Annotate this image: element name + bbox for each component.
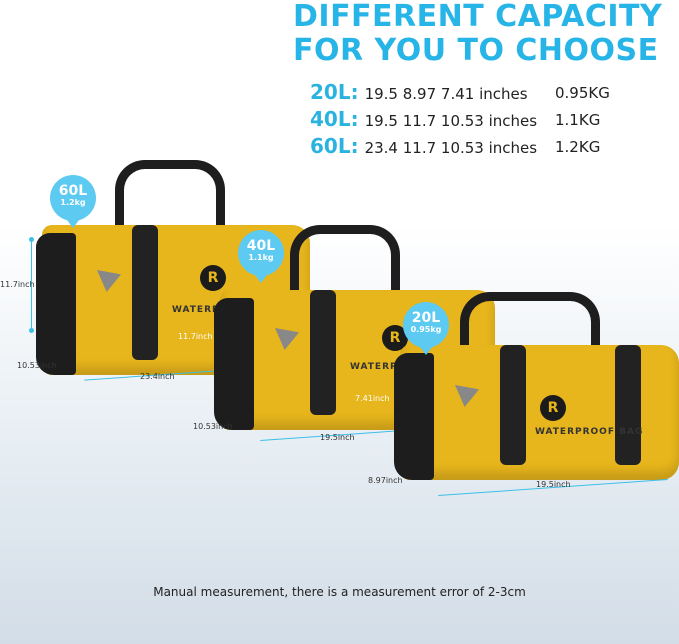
bag-strap [310,290,336,415]
headline-line-2: FOR YOU TO CHOOSE [293,33,659,68]
bubble-weight: 0.95kg [410,325,442,334]
dim-height: 7.41inch [355,394,390,403]
dim-depth: 10.53inch [17,361,57,370]
capacity-bubble-20l: 20L 0.95kg [403,302,449,355]
bubble-weight: 1.1kg [248,253,274,262]
spec-row-60l: 60L: 23.4 11.7 10.53 inches 1.2KG [310,134,600,158]
bag-strap [615,345,641,465]
reflector-icon [275,328,299,350]
spec-capacity: 20L: [310,80,359,104]
spec-weight: 1.1KG [555,111,601,129]
spec-weight: 0.95KG [555,84,610,102]
bag-print: WATERPROOF BAG [535,427,644,437]
bag-handle [290,225,400,305]
bag-endcap [394,353,434,480]
dim-length: 19.5inch [320,433,355,442]
dim-height: 11.7inch [178,332,213,341]
bubble-capacity: 20L [411,310,441,326]
bag-strap [500,345,526,465]
bag-endcap [36,233,76,375]
spec-capacity: 60L: [310,134,359,158]
reflector-icon [97,270,121,292]
spec-row-40l: 40L: 19.5 11.7 10.53 inches 1.1KG [310,107,600,131]
bubble-weight: 1.2kg [60,198,86,207]
spec-dims: 23.4 11.7 10.53 inches [364,139,538,157]
bubble-capacity: 60L [58,183,88,199]
bag-endcap [214,298,254,430]
bag-handle [460,292,600,362]
brand-logo-icon: R [540,395,566,421]
dim-depth: 8.97inch [368,476,403,485]
headline: DIFFERENT CAPACITY FOR YOU TO CHOOSE [293,0,662,68]
spec-dims: 19.5 8.97 7.41 inches [364,85,528,103]
dim-length: 19.5inch [536,480,571,489]
bag-strap [132,225,158,360]
reflector-icon [455,385,479,407]
spec-row-20l: 20L: 19.5 8.97 7.41 inches 0.95KG [310,80,610,104]
dim-height: 11.7inch [0,280,35,289]
dim-depth: 10.53inch [193,422,233,431]
bag-handle [115,160,225,240]
headline-line-1: DIFFERENT CAPACITY [293,0,663,34]
dim-length: 23.4inch [140,372,175,381]
capacity-bubble-60l: 60L 1.2kg [50,175,96,228]
bubble-capacity: 40L [246,238,276,254]
spec-dims: 19.5 11.7 10.53 inches [364,112,538,130]
capacity-bubble-40l: 40L 1.1kg [238,230,284,283]
brand-logo-icon: R [200,265,226,291]
bag-20l: R WATERPROOF BAG [394,345,679,480]
spec-weight: 1.2KG [555,138,601,156]
spec-capacity: 40L: [310,107,359,131]
measurement-note: Manual measurement, there is a measureme… [153,585,526,599]
